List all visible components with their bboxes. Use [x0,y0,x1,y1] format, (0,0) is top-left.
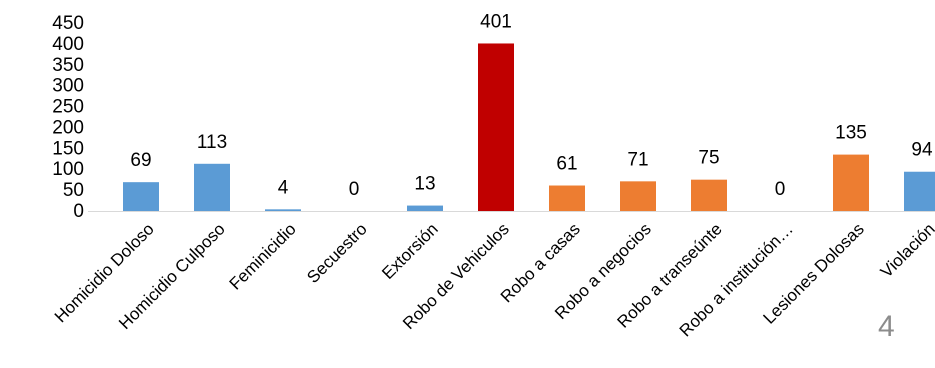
bar [123,182,159,211]
y-tick-label: 450 [52,13,84,34]
data-label: 69 [130,150,151,171]
data-label: 94 [911,140,933,161]
bar [691,179,727,211]
y-tick-label: 0 [73,201,84,222]
data-label: 113 [197,132,227,153]
y-tick-label: 350 [52,55,84,76]
data-label: 4 [278,177,289,198]
data-label: 75 [698,148,719,169]
data-label: 71 [627,149,648,170]
y-tick-label: 250 [52,97,84,118]
data-label: 135 [835,123,867,144]
data-label: 13 [414,174,435,195]
category-label: Secuestro [303,219,371,287]
y-tick-label: 200 [52,117,84,138]
category-label: Feminicidio [226,219,300,293]
data-label: 61 [556,154,577,175]
bar [549,185,585,211]
y-tick-label: 50 [63,180,84,201]
data-label: 401 [480,11,512,32]
bar [478,43,514,211]
bar [620,181,656,211]
bar [265,209,301,211]
bar [194,163,230,211]
bar [407,205,443,211]
y-tick-label: 100 [52,159,84,180]
data-label: 0 [349,179,360,200]
data-label: 0 [775,179,786,200]
y-tick-label: 400 [52,34,84,55]
bar [904,171,935,211]
y-tick-label: 300 [52,76,84,97]
bar [833,154,869,211]
category-label: Violación [877,219,935,281]
page-number: 4 [878,310,895,343]
category-label: Extorsión [378,219,442,283]
y-tick-label: 150 [52,138,84,159]
